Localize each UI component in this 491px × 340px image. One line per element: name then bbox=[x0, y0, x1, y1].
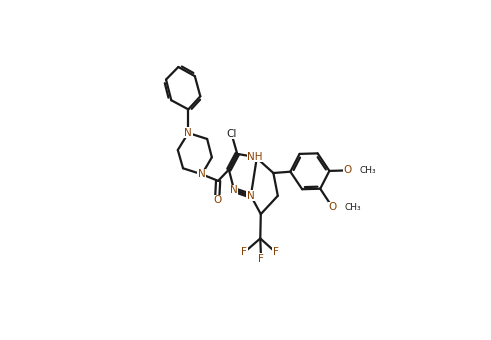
Text: O: O bbox=[328, 202, 336, 212]
Text: Cl: Cl bbox=[226, 129, 237, 139]
Text: N: N bbox=[247, 191, 255, 201]
Text: N: N bbox=[185, 128, 192, 138]
Text: N: N bbox=[198, 169, 206, 179]
Text: O: O bbox=[344, 165, 352, 175]
Text: F: F bbox=[273, 247, 279, 257]
Text: O: O bbox=[213, 195, 221, 205]
Text: CH₃: CH₃ bbox=[344, 203, 361, 211]
Text: F: F bbox=[258, 254, 264, 264]
Text: F: F bbox=[242, 247, 247, 257]
Text: NH: NH bbox=[247, 152, 263, 162]
Text: CH₃: CH₃ bbox=[360, 166, 377, 175]
Text: N: N bbox=[230, 185, 238, 195]
